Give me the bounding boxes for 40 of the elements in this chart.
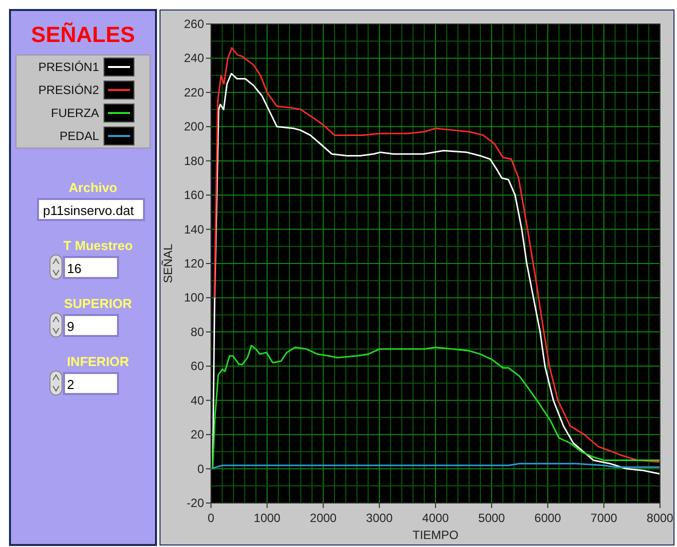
y-tick-label: 220 [184, 85, 204, 100]
line-series [212, 344, 661, 470]
legend-label: PEDAL [60, 129, 100, 143]
y-tick-label: 100 [184, 290, 204, 305]
text: T Muestreo [63, 238, 133, 253]
text: p11sinservo.dat [43, 203, 134, 218]
x-tick-label: 6000 [534, 511, 562, 525]
y-tick-label: 20 [190, 428, 204, 442]
chart-title: SEÑALES [31, 22, 135, 47]
text: SUPERIOR [64, 296, 133, 311]
x-tick-label: 2000 [310, 511, 337, 525]
y-tick-label: 60 [190, 359, 204, 374]
x-axis-title: TIEMPO [412, 528, 459, 542]
y-tick-label: 160 [184, 188, 204, 202]
x-tick-label: 8000 [646, 511, 674, 525]
y-tick-label: 180 [184, 154, 204, 168]
y-tick-label: 120 [184, 256, 204, 270]
x-tick-label: 1000 [254, 511, 281, 525]
legend-label: PRESIÓN1 [38, 60, 100, 74]
y-tick-label: 260 [184, 17, 204, 31]
text: INFERIOR [66, 354, 130, 369]
y-axis-title: SEÑAL [161, 244, 175, 284]
y-tick-label: 40 [190, 393, 204, 408]
text: 2 [67, 377, 74, 392]
y-tick-label: 0 [197, 462, 204, 476]
y-tick-label: 80 [190, 324, 204, 339]
y-tick-label: 200 [184, 120, 204, 134]
legend-label: PRESIÓN2 [38, 83, 100, 97]
y-tick-label: 240 [184, 51, 204, 66]
text: Archivo [68, 180, 118, 195]
y-tick-label: -20 [186, 496, 204, 510]
legend-label: FUERZA [51, 106, 99, 120]
y-tick-label: 140 [184, 222, 204, 236]
x-tick-label: 5000 [478, 511, 506, 525]
x-tick-label: 3000 [366, 511, 394, 525]
x-tick-label: 0 [208, 511, 215, 525]
text: 16 [67, 261, 82, 276]
x-tick-label: 7000 [590, 511, 618, 525]
x-tick-label: 4000 [422, 511, 450, 525]
text: 9 [67, 319, 74, 334]
